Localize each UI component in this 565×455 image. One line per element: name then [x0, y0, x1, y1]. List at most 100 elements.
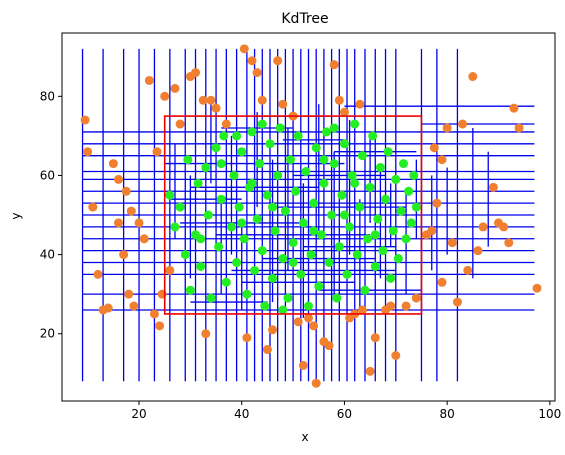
point-inside-range [257, 119, 267, 129]
point-inside-range [339, 210, 349, 220]
point-inside-range [183, 155, 193, 165]
point-outside-range [458, 119, 468, 129]
point-outside-range [370, 333, 380, 343]
point-outside-range [198, 95, 208, 105]
point-outside-range [262, 345, 272, 355]
y-tick-label: 80 [40, 89, 55, 103]
point-outside-range [206, 95, 216, 105]
point-inside-range [314, 281, 324, 291]
point-inside-range [247, 127, 257, 137]
point-inside-range [170, 222, 180, 232]
point-inside-range [229, 170, 239, 180]
point-outside-range [309, 321, 319, 331]
point-inside-range [203, 210, 213, 220]
point-outside-range [165, 265, 175, 275]
point-inside-range [296, 269, 306, 279]
point-inside-range [401, 234, 411, 244]
point-outside-range [473, 246, 483, 256]
point-inside-range [334, 242, 344, 252]
point-inside-range [409, 170, 419, 180]
point-outside-range [268, 325, 278, 335]
point-inside-range [237, 147, 247, 157]
point-inside-range [342, 269, 352, 279]
point-inside-range [237, 218, 247, 228]
point-outside-range [499, 222, 509, 232]
point-inside-range [355, 202, 365, 212]
point-outside-range [257, 95, 267, 105]
point-inside-range [357, 151, 367, 161]
chart-title: KdTree [281, 11, 328, 27]
point-inside-range [211, 143, 221, 153]
point-outside-range [401, 301, 411, 311]
point-inside-range [370, 261, 380, 271]
point-outside-range [191, 68, 201, 78]
point-outside-range [432, 198, 442, 208]
point-outside-range [324, 341, 334, 351]
point-inside-range [332, 293, 342, 303]
y-axis-label: y [9, 212, 23, 219]
point-inside-range [262, 190, 272, 200]
point-outside-range [386, 301, 396, 311]
point-outside-range [357, 305, 367, 315]
point-inside-range [260, 301, 270, 311]
point-inside-range [319, 178, 329, 188]
point-outside-range [391, 350, 401, 360]
point-outside-range [80, 115, 90, 125]
point-inside-range [216, 194, 226, 204]
point-inside-range [185, 285, 195, 295]
point-inside-range [278, 254, 288, 264]
point-outside-range [504, 238, 514, 248]
point-inside-range [321, 127, 331, 137]
point-outside-range [334, 95, 344, 105]
point-inside-range [196, 261, 206, 271]
point-inside-range [304, 301, 313, 311]
point-outside-range [273, 56, 283, 66]
point-inside-range [327, 210, 337, 220]
point-inside-range [316, 230, 326, 240]
point-outside-range [437, 277, 447, 287]
point-inside-range [252, 214, 262, 224]
query-range [163, 115, 423, 315]
point-inside-range [265, 139, 275, 149]
kdtree-splits [81, 48, 535, 382]
point-inside-range [234, 202, 244, 212]
point-inside-range [399, 159, 409, 169]
point-inside-range [381, 194, 391, 204]
point-outside-range [437, 155, 447, 165]
point-inside-range [278, 305, 288, 315]
point-outside-range [211, 103, 221, 113]
point-outside-range [113, 174, 123, 184]
point-inside-range [286, 155, 296, 165]
point-outside-range [88, 202, 98, 212]
x-tick-label: 80 [440, 407, 455, 421]
point-outside-range [442, 123, 452, 133]
plot-frame [61, 32, 556, 402]
point-inside-range [165, 190, 175, 200]
point-outside-range [121, 186, 131, 196]
point-inside-range [345, 222, 355, 232]
point-outside-range [124, 289, 134, 299]
point-inside-range [309, 198, 319, 208]
point-inside-range [378, 246, 388, 256]
point-outside-range [355, 99, 365, 109]
point-outside-range [83, 147, 93, 157]
point-inside-range [311, 143, 321, 153]
point-outside-range [126, 206, 136, 216]
y-tick-label: 20 [40, 327, 55, 341]
point-inside-range [288, 238, 298, 248]
point-inside-range [301, 166, 311, 176]
y-tick-label: 60 [40, 168, 55, 182]
point-outside-range [411, 293, 421, 303]
point-inside-range [319, 155, 329, 165]
point-inside-range [283, 293, 293, 303]
point-inside-range [270, 226, 280, 236]
x-tick-label: 60 [337, 407, 352, 421]
point-outside-range [175, 119, 185, 129]
data-points [80, 44, 542, 388]
point-outside-range [293, 317, 303, 327]
point-inside-range [350, 178, 360, 188]
point-inside-range [352, 250, 362, 260]
point-inside-range [275, 123, 285, 133]
point-outside-range [252, 68, 262, 78]
point-inside-range [196, 234, 206, 244]
